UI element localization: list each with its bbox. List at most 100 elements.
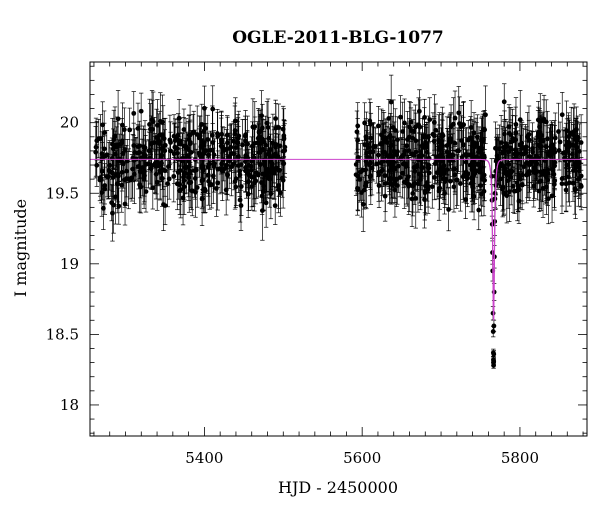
point-marker (375, 123, 381, 129)
point-marker (243, 167, 249, 173)
data-point (236, 110, 242, 162)
point-marker (376, 183, 382, 188)
data-point (233, 151, 239, 206)
point-marker (236, 163, 241, 168)
point-marker (258, 128, 264, 134)
data-point (132, 144, 137, 204)
data-point (235, 114, 241, 173)
data-point (203, 122, 209, 179)
point-marker (233, 184, 239, 190)
point-marker (129, 175, 135, 181)
data-point (102, 166, 108, 205)
x-axis-label: HJD - 2450000 (278, 478, 398, 497)
point-marker (150, 126, 155, 132)
point-marker (402, 120, 407, 126)
point-marker (388, 99, 394, 105)
point-marker (447, 178, 453, 184)
data-point (483, 85, 488, 145)
data-point (447, 152, 453, 210)
data-point (168, 121, 173, 164)
point-marker (549, 143, 554, 149)
point-marker (226, 154, 232, 160)
data-point (96, 118, 102, 159)
point-marker (150, 185, 156, 191)
point-marker (177, 188, 183, 194)
point-marker (512, 188, 517, 194)
data-point (109, 184, 115, 222)
point-marker (362, 120, 368, 126)
point-marker (508, 139, 514, 145)
point-marker (521, 151, 526, 157)
point-marker (93, 149, 99, 155)
data-point (174, 119, 180, 159)
point-marker (264, 120, 270, 126)
point-marker (202, 125, 208, 131)
point-marker (371, 144, 377, 150)
point-marker (368, 121, 373, 127)
point-marker (153, 171, 159, 177)
point-marker (143, 189, 149, 195)
data-point (231, 134, 237, 173)
point-marker (543, 174, 549, 179)
point-marker (429, 184, 435, 190)
point-marker (252, 180, 257, 186)
point-marker (506, 189, 512, 195)
point-marker (441, 169, 446, 175)
data-point (237, 177, 243, 223)
point-marker (127, 127, 133, 133)
point-marker (422, 145, 427, 150)
point-marker (411, 128, 417, 134)
point-marker (242, 159, 248, 164)
data-point (273, 99, 279, 138)
data-point (143, 140, 149, 189)
point-marker (113, 151, 118, 157)
point-marker (501, 99, 507, 105)
point-marker (491, 351, 497, 357)
point-marker (410, 183, 416, 189)
point-marker (187, 168, 193, 174)
data-point (225, 148, 230, 201)
point-marker (479, 138, 485, 144)
point-marker (205, 172, 211, 178)
point-marker (154, 122, 160, 128)
point-marker (407, 124, 412, 130)
point-marker (123, 176, 129, 182)
data-point (190, 114, 196, 152)
point-marker (471, 164, 477, 169)
point-marker (131, 143, 137, 148)
point-marker (177, 168, 183, 173)
point-marker (468, 135, 473, 141)
point-marker (156, 138, 162, 143)
point-marker (193, 167, 199, 173)
data-point (267, 122, 273, 177)
point-marker (231, 151, 237, 157)
data-point (177, 166, 183, 215)
point-marker (263, 200, 269, 206)
point-marker (468, 125, 474, 130)
point-marker (192, 176, 198, 181)
point-marker (202, 105, 207, 111)
point-marker (143, 161, 149, 167)
point-marker (110, 146, 116, 152)
data-point (150, 166, 156, 210)
data-point (240, 119, 246, 171)
point-marker (425, 134, 431, 140)
point-marker (416, 108, 422, 114)
point-marker (491, 323, 497, 329)
point-marker (268, 191, 274, 197)
point-marker (476, 207, 482, 213)
data-point (94, 143, 100, 187)
point-marker (477, 166, 483, 171)
point-marker (262, 171, 268, 177)
point-marker (237, 197, 243, 203)
data-point (98, 155, 104, 204)
data-point (184, 140, 190, 194)
data-point (148, 115, 154, 173)
point-marker (524, 134, 530, 140)
point-marker (395, 149, 400, 155)
point-marker (131, 110, 137, 116)
point-marker (379, 168, 384, 174)
point-marker (238, 184, 244, 189)
point-marker (113, 194, 118, 200)
